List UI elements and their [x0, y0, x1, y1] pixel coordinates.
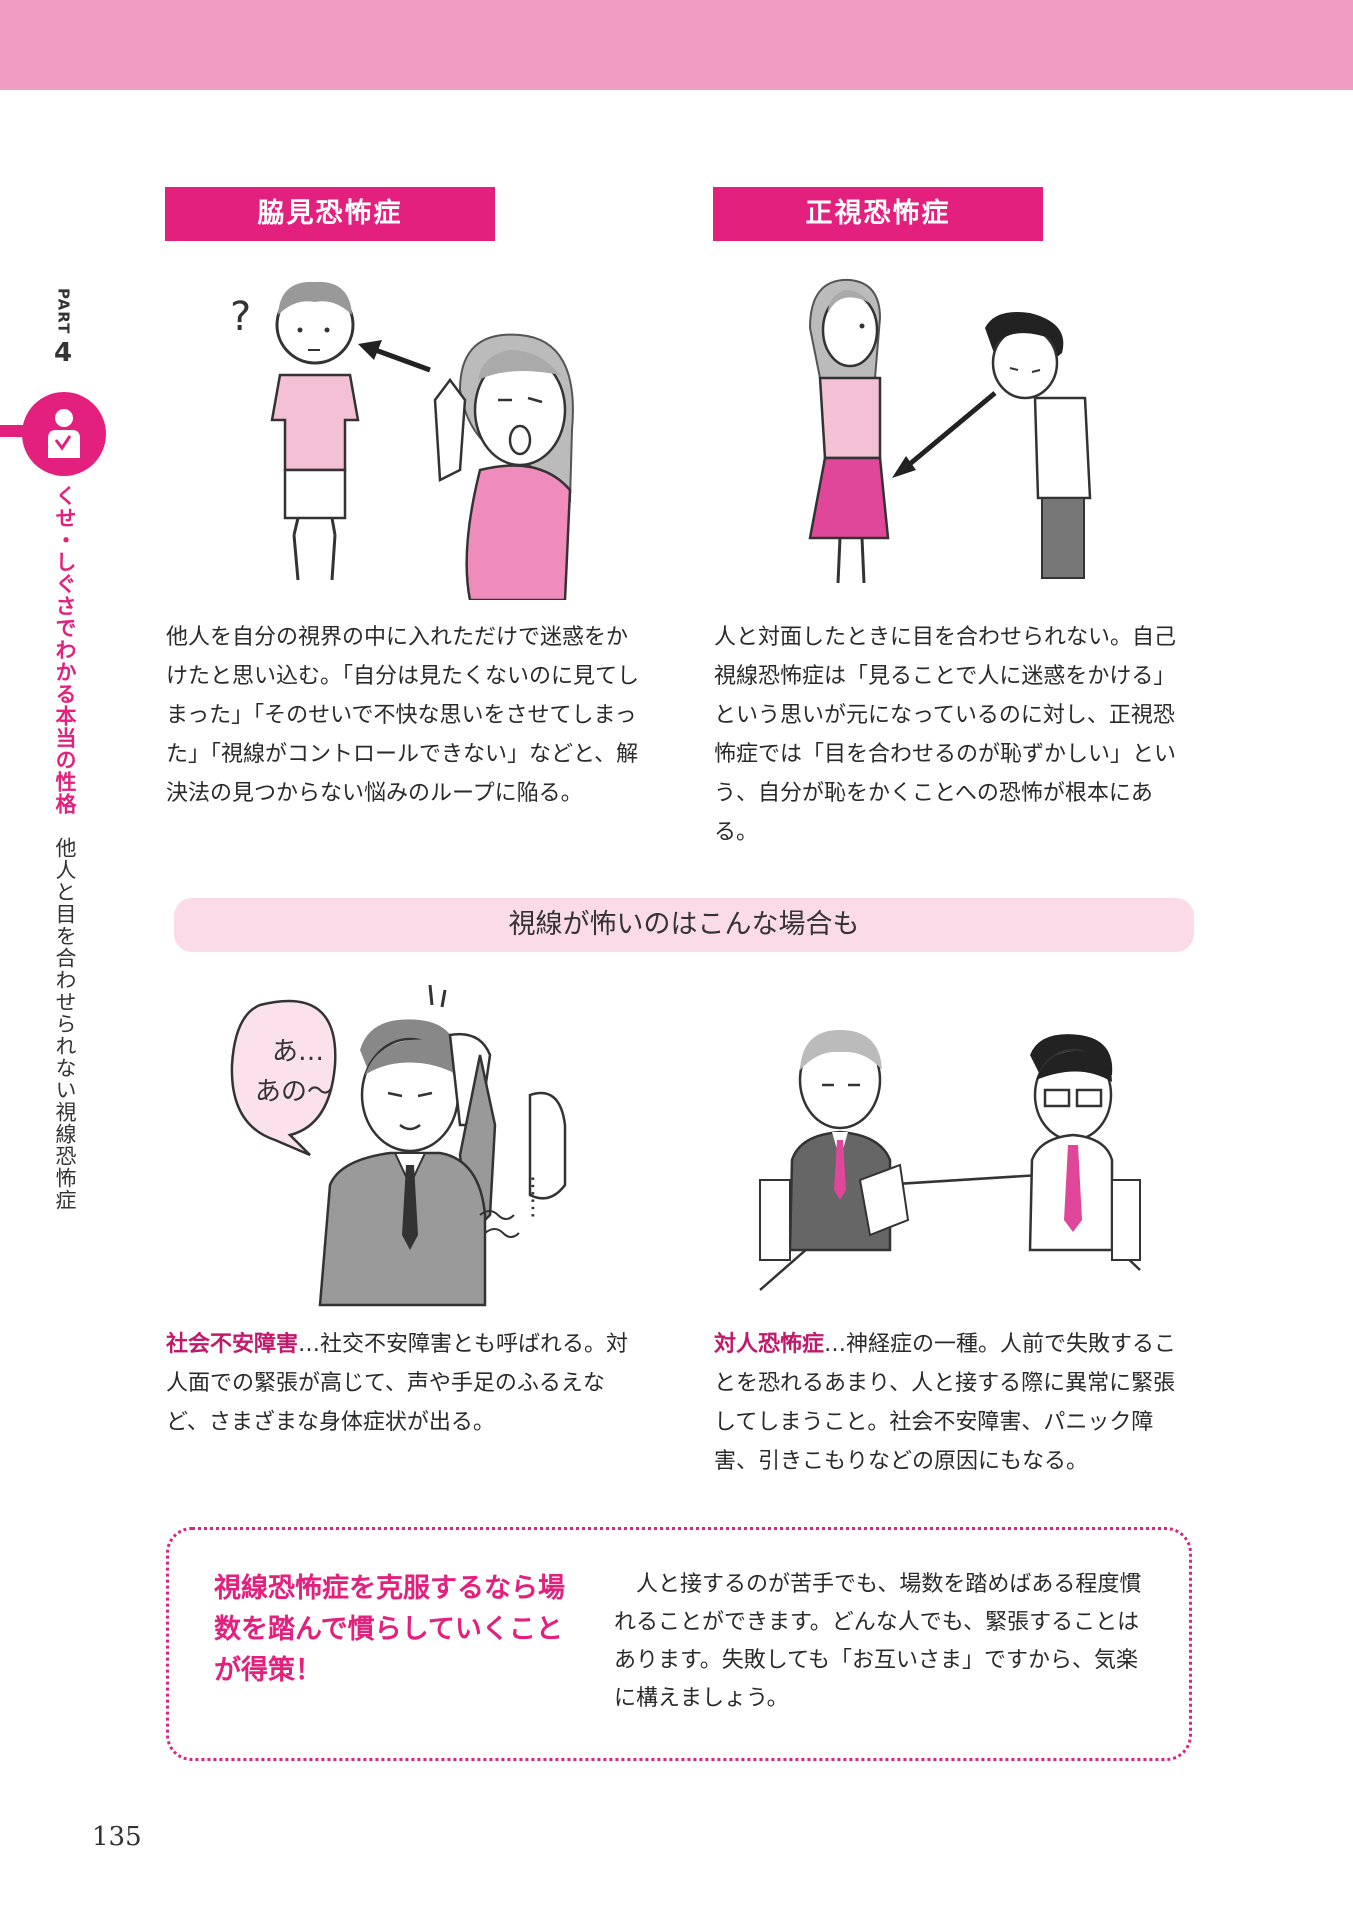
right-section-title: 正視恐怖症: [713, 187, 1043, 241]
social-anxiety-term: 社会不安障害: [166, 1332, 299, 1357]
speech-text-3: ……: [526, 1175, 551, 1219]
meeting-illustration: [759, 1030, 1141, 1291]
mid-banner: 視線が怖いのはこんな場合も: [174, 898, 1194, 952]
side-glance-illustration: ?: [230, 281, 574, 600]
anthropophobia-text: 対人恐怖症…神経症の一種。人前で失敗することを恐れるあまり、人と接する際に異常に…: [714, 1332, 1177, 1474]
side-vertical-titles: くせ・しぐさでわかる本当の性格 他人と目を合わせられない視線恐怖症: [52, 485, 78, 1211]
nervous-man-illustration: あ… あの〜 ……: [230, 984, 567, 1307]
svg-text:?: ?: [230, 294, 251, 340]
direct-gaze-illustration: [808, 278, 1092, 584]
section-title: 他人と目を合わせられない視線恐怖症: [53, 836, 77, 1211]
social-anxiety-text: 社会不安障害…社交不安障害とも呼ばれる。対人面での緊張が高じて、声や手足のふるえ…: [166, 1332, 629, 1435]
part-label: PART 4: [53, 288, 73, 369]
chapter-badge: [22, 392, 106, 476]
tip-box: [166, 1527, 1192, 1761]
header-band: [0, 0, 1353, 90]
left-section-title: 脇見恐怖症: [165, 187, 495, 241]
tip-heading: 視線恐怖症を克服するなら場数を踏んで慣らしていくことが得策！: [214, 1573, 565, 1686]
anthropophobia-term: 対人恐怖症: [714, 1332, 825, 1357]
speech-text-1: あ…: [272, 1037, 324, 1067]
right-section-text: 人と対面したときに目を合わせられない。自己視線恐怖症は「見ることで人に迷惑をかけ…: [714, 625, 1177, 845]
tip-body: 人と接するのが苦手でも、場数を踏めばある程度慣れることができます。どんな人でも、…: [614, 1572, 1142, 1711]
speech-text-2: あの〜: [255, 1077, 333, 1107]
chapter-title: くせ・しぐさでわかる本当の性格: [53, 485, 77, 815]
person-icon: [48, 409, 80, 458]
page-number: 135: [92, 1822, 142, 1852]
left-section-text: 他人を自分の視界の中に入れただけで迷惑をかけたと思い込む。「自分は見たくないのに…: [166, 625, 640, 806]
